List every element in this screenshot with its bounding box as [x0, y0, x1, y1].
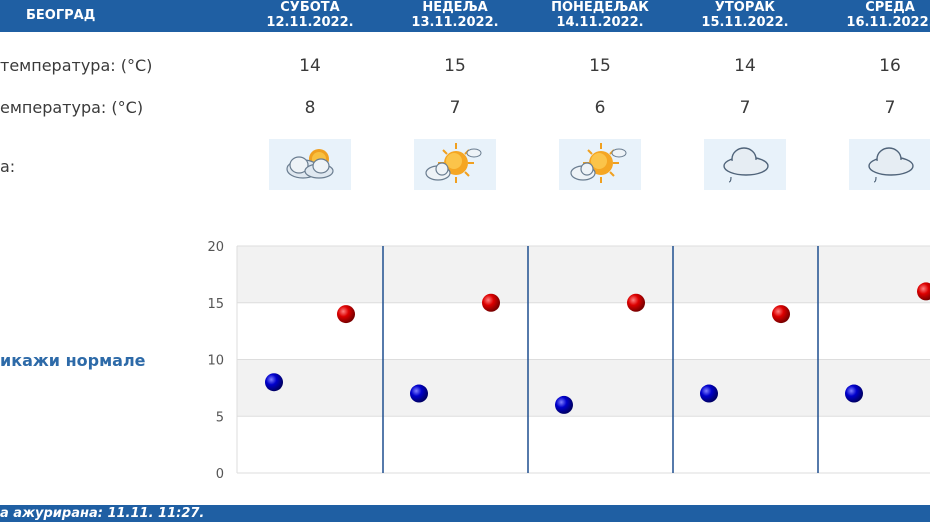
- day-date: 16.11.2022.: [846, 15, 930, 30]
- sun-cloud-icon: [414, 139, 496, 190]
- min-temp-label: емпература: (°C): [0, 98, 144, 117]
- day-name: НЕДЕЉА: [422, 0, 488, 15]
- weather-label: а:: [0, 157, 16, 176]
- y-tick-label: 0: [216, 467, 224, 482]
- max-temp-value: 15: [589, 56, 611, 76]
- day-header-1: СУБОТА 12.11.2022.: [250, 0, 370, 30]
- min-temp-value: 6: [594, 98, 606, 118]
- day-name: УТОРАК: [714, 0, 776, 15]
- min-temp-point: [410, 384, 428, 403]
- forecast-header: БЕОГРАД СУБОТА 12.11.2022. НЕДЕЉА 13.11.…: [0, 0, 930, 32]
- min-temp-value: 8: [304, 98, 316, 118]
- max-temp-point: [772, 305, 790, 324]
- y-tick-label: 5: [216, 410, 224, 425]
- day-date: 13.11.2022.: [411, 15, 499, 30]
- day-header-5: СРЕДА 16.11.2022.: [830, 0, 930, 30]
- max-temp-value: 14: [299, 56, 321, 76]
- min-temp-point: [845, 384, 863, 403]
- grid-band: [237, 246, 930, 303]
- max-temp-point: [627, 293, 645, 312]
- partly-cloudy-icon: [269, 139, 351, 190]
- day-name: СУБОТА: [280, 0, 340, 15]
- day-name: ПОНЕДЕЉАК: [551, 0, 649, 15]
- day-header-2: НЕДЕЉА 13.11.2022.: [395, 0, 515, 30]
- min-temp-point: [555, 395, 573, 414]
- min-temp-value: 7: [884, 98, 896, 118]
- max-temp-value: 14: [734, 56, 756, 76]
- last-updated: а ажурирана: 11.11. 11:27.: [0, 506, 205, 521]
- max-temp-label: температура: (°C): [0, 56, 153, 75]
- day-name: СРЕДА: [865, 0, 915, 15]
- day-date: 15.11.2022.: [701, 15, 789, 30]
- city-name: БЕОГРАД: [26, 8, 96, 23]
- min-temp-value: 7: [449, 98, 461, 118]
- show-normals-link[interactable]: икажи нормале: [0, 351, 146, 370]
- cloud-drizzle-icon: [704, 139, 786, 190]
- max-temp-value: 15: [444, 56, 466, 76]
- day-header-3: ПОНЕДЕЉАК 14.11.2022.: [540, 0, 660, 30]
- cloud-drizzle-icon: [849, 139, 930, 190]
- max-temp-point: [337, 305, 355, 324]
- max-temp-point: [482, 293, 500, 312]
- y-tick-label: 10: [207, 354, 224, 369]
- y-tick-label: 20: [207, 240, 224, 255]
- min-temp-point: [700, 384, 718, 403]
- temperature-chart: 0 5 10 15 20: [207, 240, 930, 482]
- day-header-4: УТОРАК 15.11.2022.: [685, 0, 805, 30]
- max-temp-point: [917, 282, 930, 301]
- max-temp-value: 16: [879, 56, 901, 76]
- y-tick-label: 15: [207, 297, 224, 312]
- grid-band: [237, 359, 930, 417]
- min-temp-point: [265, 373, 283, 392]
- day-date: 12.11.2022.: [266, 15, 354, 30]
- sun-cloud-icon: [559, 139, 641, 190]
- min-temp-value: 7: [739, 98, 751, 118]
- day-date: 14.11.2022.: [556, 15, 644, 30]
- footer-bar: а ажурирана: 11.11. 11:27.: [0, 505, 930, 522]
